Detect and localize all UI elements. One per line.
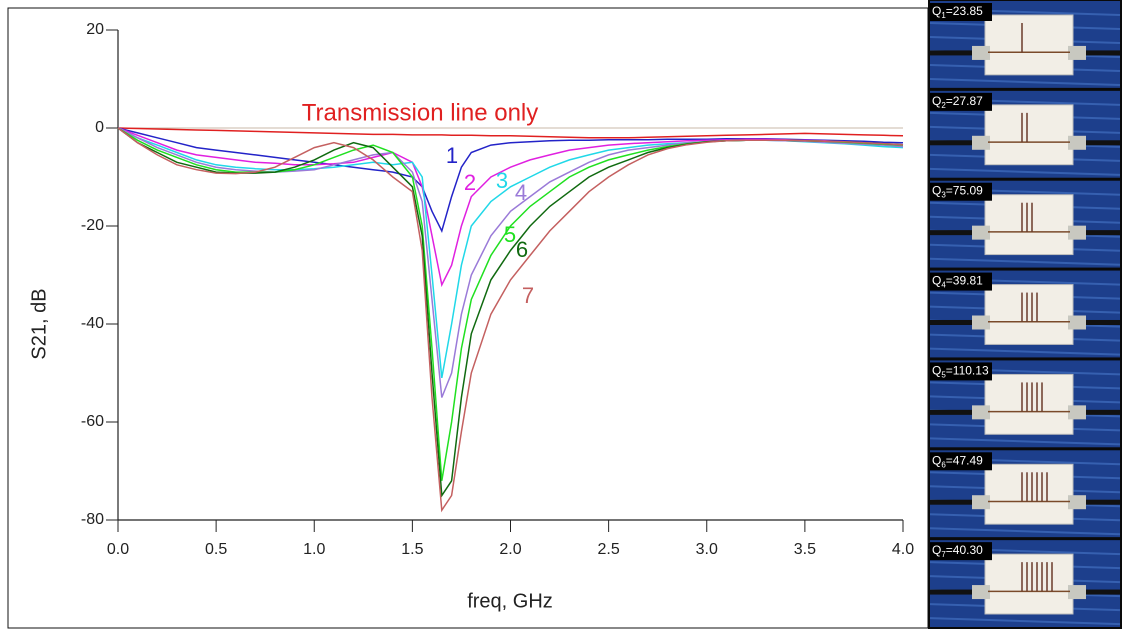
photo-texture xyxy=(929,527,1121,536)
connector xyxy=(972,495,990,510)
q-label-box xyxy=(930,452,992,471)
q-label-part: =23.85 xyxy=(946,4,983,18)
photo-texture xyxy=(929,437,1121,446)
q-label: Q7=40.30 xyxy=(932,543,983,559)
q-label-part: =40.30 xyxy=(946,543,983,557)
q-label-part: 4 xyxy=(941,281,946,290)
q-label-part: Q xyxy=(932,274,941,288)
q-label: Q5=110.13 xyxy=(932,364,989,380)
board xyxy=(984,373,1074,435)
q-label-part: 7 xyxy=(941,550,946,559)
q-label-box xyxy=(930,272,992,291)
y-tick-label: 20 xyxy=(86,21,104,38)
connector xyxy=(1068,45,1086,60)
q-label-part: =110.13 xyxy=(946,364,989,378)
series-label: 1 xyxy=(446,143,458,168)
x-tick-label: 4.0 xyxy=(892,541,914,558)
connector xyxy=(1068,315,1086,330)
series-line xyxy=(117,127,904,288)
x-tick-label: 0.5 xyxy=(205,541,227,558)
y-tick-label: -20 xyxy=(81,217,104,234)
q-label: Q1=23.85 xyxy=(932,4,983,20)
series-label: 7 xyxy=(522,283,534,308)
board xyxy=(984,284,1074,345)
x-tick-label: 3.5 xyxy=(794,541,816,558)
q-label: Q6=47.49 xyxy=(932,453,983,469)
connector xyxy=(972,225,990,240)
y-tick-label: -40 xyxy=(81,315,104,332)
photo-texture xyxy=(929,347,1121,356)
connector xyxy=(972,585,990,600)
q-label-part: 6 xyxy=(941,460,946,469)
q-label-box xyxy=(930,92,992,111)
series-label: 2 xyxy=(464,170,476,195)
q-label-box xyxy=(930,182,992,201)
photo: Q3=75.09 xyxy=(929,180,1121,268)
connector xyxy=(1068,405,1086,420)
series-label: 4 xyxy=(515,180,527,205)
q-label: Q2=27.87 xyxy=(932,94,983,110)
q-label-part: 1 xyxy=(941,11,946,20)
q-label: Q3=75.09 xyxy=(932,184,983,200)
connector xyxy=(1068,135,1086,150)
series-label: 6 xyxy=(516,237,528,262)
y-tick-label: -60 xyxy=(81,413,104,430)
connector xyxy=(972,135,990,150)
q-label-part: Q xyxy=(932,94,941,108)
x-tick-label: 2.5 xyxy=(598,541,620,558)
board xyxy=(984,104,1074,166)
q-label-part: Q xyxy=(932,4,941,18)
photo: Q7=40.30 xyxy=(929,540,1121,627)
q-label-part: Q xyxy=(932,543,941,557)
q-label-part: =27.87 xyxy=(946,94,983,108)
series-line xyxy=(117,127,904,513)
photo-texture xyxy=(929,617,1121,626)
y-tick-label: 0 xyxy=(95,119,104,136)
connector xyxy=(1068,225,1086,240)
photo: Q1=23.85 xyxy=(929,1,1121,88)
q-label-part: Q xyxy=(932,364,941,378)
q-label-box xyxy=(930,542,992,561)
x-tick-label: 3.0 xyxy=(696,541,718,558)
board xyxy=(984,553,1074,615)
x-axis-label: freq, GHz xyxy=(467,590,553,612)
series-label: 3 xyxy=(496,168,508,193)
q-label-part: =47.49 xyxy=(946,453,983,467)
board xyxy=(984,14,1074,76)
q-label-part: 2 xyxy=(941,101,946,110)
x-tick-label: 1.0 xyxy=(303,541,325,558)
series-label: 5 xyxy=(504,222,516,247)
connector xyxy=(972,405,990,420)
connector xyxy=(1068,495,1086,510)
q-label-box xyxy=(930,3,992,21)
photo-texture xyxy=(929,167,1121,176)
q-label-part: Q xyxy=(932,184,941,198)
photo: Q5=110.13 xyxy=(929,360,1121,448)
x-tick-label: 1.5 xyxy=(401,541,423,558)
x-tick-label: 2.0 xyxy=(499,541,521,558)
series-label: Transmission line only xyxy=(302,99,539,126)
board xyxy=(984,463,1074,525)
y-tick-label: -80 xyxy=(81,511,104,528)
series-line xyxy=(117,127,904,139)
q-label-box xyxy=(930,362,992,381)
photo-texture xyxy=(929,257,1121,266)
q-label: Q4=39.81 xyxy=(932,274,983,290)
photo: Q6=47.49 xyxy=(929,450,1121,538)
q-label-part: 3 xyxy=(941,191,946,200)
connector xyxy=(972,315,990,330)
board xyxy=(984,194,1074,256)
connector xyxy=(1068,585,1086,600)
photo-texture xyxy=(929,78,1121,86)
y-axis-label: S21, dB xyxy=(28,288,50,359)
q-label-part: Q xyxy=(932,453,941,467)
photo: Q4=39.81 xyxy=(929,270,1121,358)
x-tick-label: 0.0 xyxy=(107,541,129,558)
q-label-part: =39.81 xyxy=(946,274,983,288)
photo: Q2=27.87 xyxy=(929,90,1121,178)
q-label-part: 5 xyxy=(941,371,946,380)
connector xyxy=(972,45,990,60)
q-label-part: =75.09 xyxy=(946,184,983,198)
